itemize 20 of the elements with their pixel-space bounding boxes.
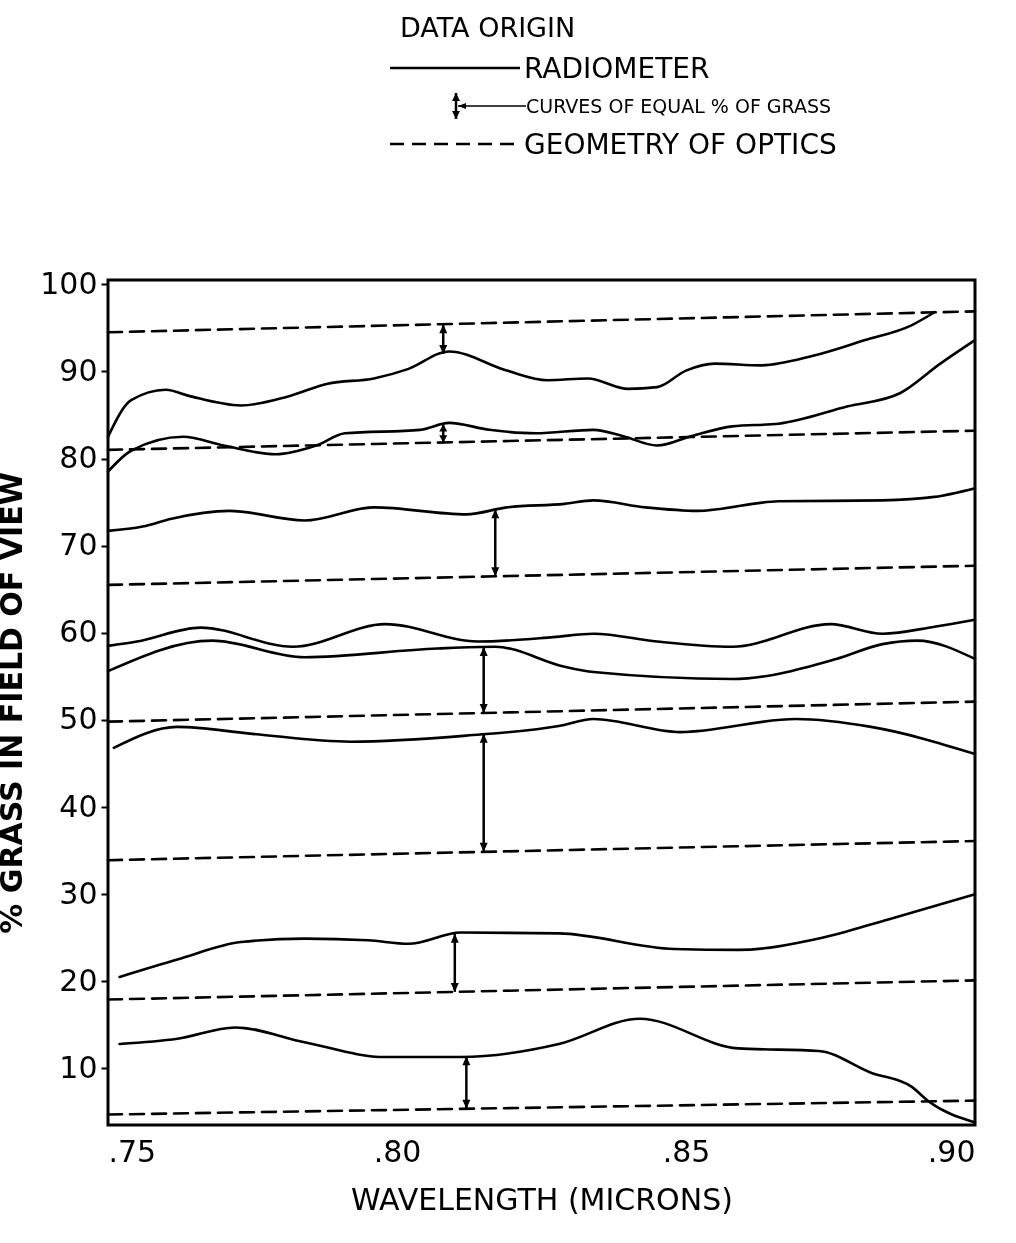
x-tick-label: .75 <box>108 1133 157 1169</box>
x-tick-label: .85 <box>662 1133 711 1169</box>
x-axis-title: WAVELENGTH (MICRONS) <box>351 1181 733 1217</box>
y-tick-label: 80 <box>59 440 98 476</box>
x-tick-label: .90 <box>927 1133 976 1169</box>
legend-label: GEOMETRY OF OPTICS <box>524 127 837 161</box>
y-tick-label: 10 <box>59 1049 98 1085</box>
y-axis-title: % GRASS IN FIELD OF VIEW <box>0 472 30 934</box>
legend-label: RADIOMETER <box>524 51 710 85</box>
y-tick-label: 20 <box>59 962 98 998</box>
text: CURVES OF EQUAL % OF GRASS <box>526 95 832 117</box>
x-tick-label: .80 <box>373 1133 422 1169</box>
y-tick-label: 90 <box>59 352 98 388</box>
y-tick-label: 40 <box>59 788 98 824</box>
legend-title: DATA ORIGIN <box>400 12 577 43</box>
y-tick-label: 50 <box>59 701 98 737</box>
y-tick-label: 30 <box>59 875 98 911</box>
y-tick-label: 60 <box>59 614 98 650</box>
y-tick-label: 100 <box>40 265 98 301</box>
y-tick-label: 70 <box>59 527 98 563</box>
